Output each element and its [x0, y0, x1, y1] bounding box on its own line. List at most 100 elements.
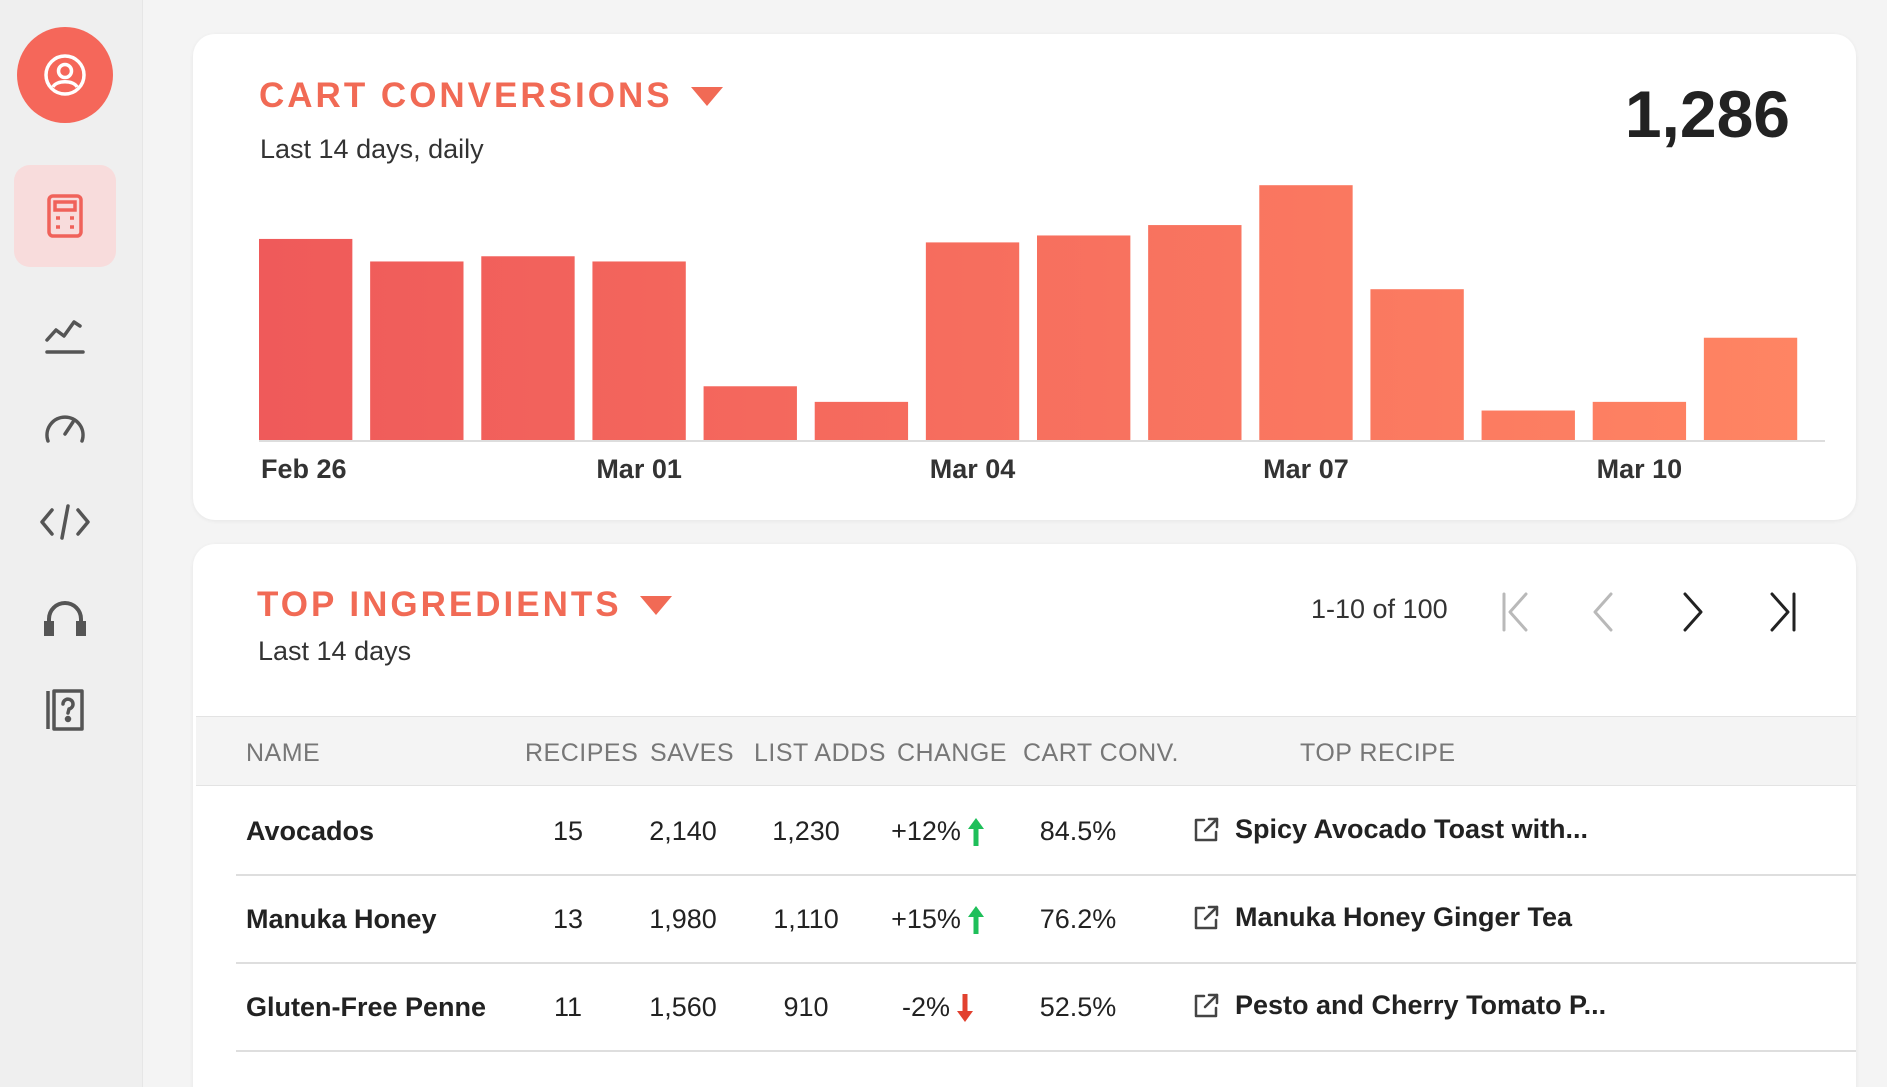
cart-conversion-rate: 76.2% [1039, 904, 1117, 934]
calculator-icon [47, 194, 83, 238]
caret-down-icon [690, 86, 723, 106]
column-header-cart-conv[interactable]: CART CONV. [1023, 739, 1179, 767]
top-recipe-link[interactable]: Manuka Honey Ginger Tea [1191, 902, 1572, 933]
chart-bar-mar-05[interactable] [1037, 235, 1131, 440]
chart-bar-mar-10[interactable] [1592, 401, 1687, 440]
chart-bar-mar-07[interactable] [1259, 185, 1353, 440]
column-header-change[interactable]: CHANGE [897, 739, 1007, 767]
ingredient-name: Manuka Honey [246, 904, 437, 934]
column-header-top-recipe[interactable]: TOP RECIPE [1300, 739, 1456, 767]
external-link-icon [1194, 905, 1219, 929]
chart-bar-mar-08[interactable] [1370, 289, 1464, 440]
chart-bar-feb-27[interactable] [370, 261, 464, 440]
ingredient-name: Gluten-Free Penne [246, 992, 487, 1022]
ingredient-name: Avocados [246, 816, 375, 846]
last-page-icon [1770, 592, 1796, 632]
sidebar-item-analytics[interactable] [14, 283, 116, 385]
saves-count: 1,560 [649, 992, 717, 1022]
table-row[interactable]: Gluten-Free Penne 11 1,560 910 -2% 52.5%… [236, 964, 1856, 1052]
x-axis-tick-label: Mar 04 [930, 454, 1016, 484]
user-circle-icon [44, 54, 86, 96]
gauge-icon [45, 415, 85, 443]
previous-page-button[interactable] [1575, 584, 1631, 640]
chevron-right-icon [1683, 592, 1703, 632]
line-chart-icon [45, 320, 85, 354]
chart-bar-feb-28[interactable] [481, 256, 575, 440]
column-header-list-adds[interactable]: LIST ADDS [754, 739, 886, 767]
saves-count: 2,140 [649, 816, 717, 846]
arrow-up-icon [967, 817, 984, 846]
saves-count: 1,980 [649, 904, 717, 934]
top-recipe-name: Spicy Avocado Toast with... [1235, 814, 1589, 844]
cart-conversions-title: CART CONVERSIONS [259, 76, 673, 115]
top-recipe-name: Manuka Honey Ginger Tea [1235, 902, 1573, 932]
next-page-button[interactable] [1665, 584, 1721, 640]
cart-conversion-rate: 84.5% [1039, 816, 1117, 846]
cart-conversions-total: 1,286 [1624, 77, 1790, 151]
chart-bar-mar-03[interactable] [814, 401, 909, 440]
cart-conversions-subtitle: Last 14 days, daily [260, 134, 484, 164]
column-header-name[interactable]: NAME [246, 739, 321, 767]
chart-bar-mar-04[interactable] [925, 242, 1020, 440]
recipes-count: 13 [552, 904, 584, 934]
change-percent: -2% [901, 992, 950, 1022]
chart-bar-mar-06[interactable] [1148, 225, 1242, 440]
change-value: +15% [878, 904, 998, 935]
list-adds-count: 1,230 [772, 816, 840, 846]
code-icon [40, 504, 90, 540]
cart-conversion-rate: 52.5% [1039, 992, 1117, 1022]
cart-conversions-card: CART CONVERSIONS Last 14 days, daily 1,2… [193, 34, 1856, 520]
chart-bar-feb-26[interactable] [259, 238, 353, 440]
top-ingredients-title-dropdown[interactable]: TOP INGREDIENTS [257, 585, 672, 625]
sidebar-item-calculator[interactable] [14, 165, 116, 267]
top-ingredients-title: TOP INGREDIENTS [257, 585, 622, 624]
list-adds-count: 1,110 [773, 904, 839, 934]
profile-button[interactable] [17, 27, 113, 123]
x-axis-tick-label: Mar 01 [596, 454, 682, 484]
x-axis-tick-label: Mar 10 [1597, 454, 1683, 484]
list-adds-count: 910 [783, 992, 829, 1022]
change-percent: +15% [891, 904, 961, 934]
table-header: NAME RECIPES SAVES LIST ADDS CHANGE CART… [196, 716, 1856, 786]
pagination-info: 1-10 of 100 [1311, 594, 1448, 624]
top-ingredients-subtitle: Last 14 days [258, 636, 412, 666]
top-recipe-name: Pesto and Cherry Tomato P... [1235, 990, 1607, 1020]
chart-bar-mar-02[interactable] [703, 386, 797, 440]
table-row[interactable]: Manuka Honey 13 1,980 1,110 +15% 76.2% M… [236, 876, 1856, 964]
sidebar-item-performance[interactable] [14, 376, 116, 478]
top-recipe-link[interactable]: Spicy Avocado Toast with... [1191, 814, 1588, 845]
column-header-recipes[interactable]: RECIPES [525, 739, 639, 767]
sidebar [0, 0, 143, 1087]
external-link-icon [1194, 817, 1219, 841]
sidebar-item-support[interactable] [14, 566, 116, 668]
chart-bar-mar-01[interactable] [592, 261, 686, 440]
recipes-count: 15 [552, 816, 584, 846]
column-header-saves[interactable]: SAVES [650, 739, 735, 767]
chevron-left-icon [1593, 592, 1613, 632]
sidebar-item-help[interactable] [14, 659, 116, 761]
cart-conversions-title-dropdown[interactable]: CART CONVERSIONS [259, 76, 723, 116]
change-value: -2% [878, 992, 998, 1023]
change-value: +12% [878, 816, 998, 847]
external-link-icon [1194, 993, 1219, 1017]
arrow-down-icon [957, 993, 973, 1022]
last-page-button[interactable] [1755, 584, 1811, 640]
top-recipe-link[interactable]: Pesto and Cherry Tomato P... [1191, 990, 1606, 1021]
recipes-count: 11 [553, 992, 583, 1022]
chart-bar-mar-09[interactable] [1481, 410, 1575, 440]
arrow-up-icon [967, 905, 984, 934]
table-row[interactable]: Avocados 15 2,140 1,230 +12% 84.5% Spicy… [236, 788, 1856, 876]
headphones-icon [44, 601, 86, 636]
top-ingredients-card: TOP INGREDIENTS Last 14 days 1-10 of 100 [193, 544, 1856, 1087]
help-book-icon [46, 689, 84, 731]
caret-down-icon [639, 595, 672, 615]
first-page-icon [1502, 592, 1528, 632]
sidebar-item-developer[interactable] [14, 471, 116, 573]
first-page-button[interactable] [1487, 584, 1543, 640]
x-axis-tick-label: Mar 07 [1263, 454, 1349, 484]
change-percent: +12% [891, 816, 961, 846]
x-axis-tick-label: Feb 26 [261, 454, 347, 484]
conversions-bar-chart: Feb 26 Mar 01 Mar 04 Mar 07 Mar 10 [259, 185, 1825, 484]
chart-bar-mar-11[interactable] [1703, 337, 1798, 440]
